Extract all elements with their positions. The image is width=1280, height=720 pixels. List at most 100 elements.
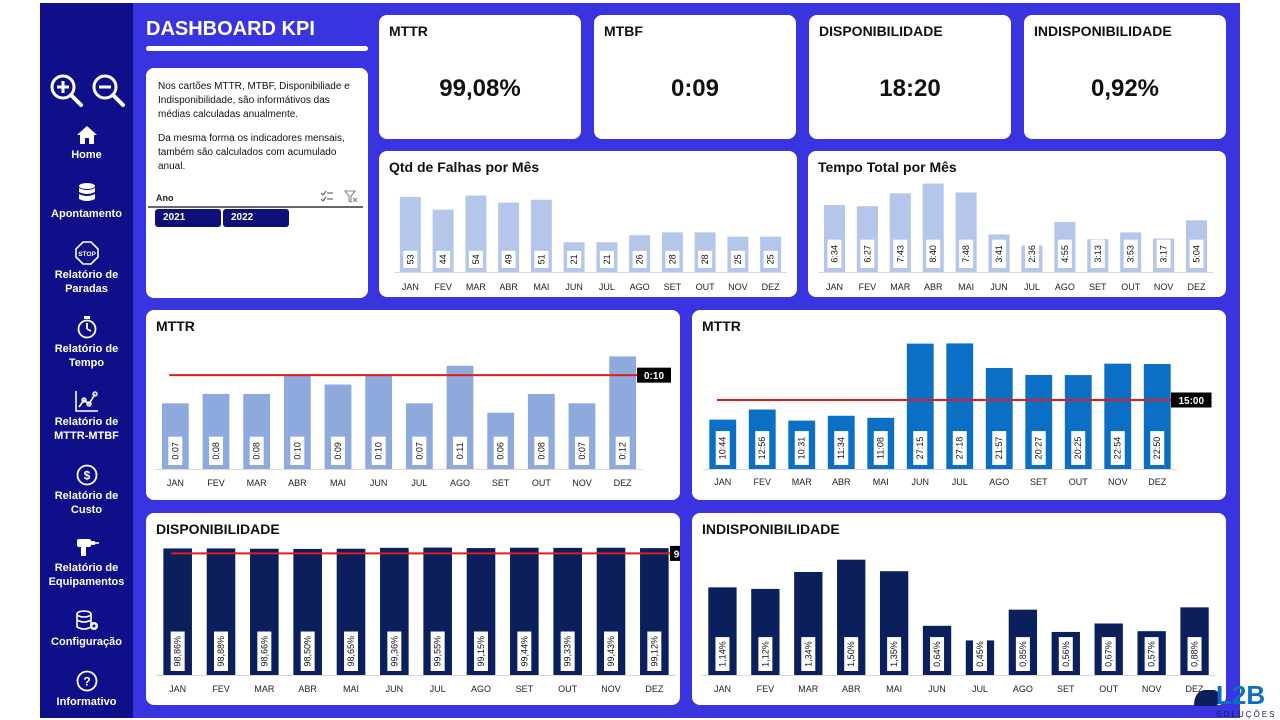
- data-label-box: [412, 436, 427, 465]
- category-label: NOV: [1108, 477, 1128, 487]
- zoom-out-icon[interactable]: [90, 72, 126, 108]
- nav-label-relatorio-paradas: Relatório de Paradas: [54, 269, 119, 295]
- logo-text: L2B: [1216, 680, 1265, 710]
- category-label: OUT: [1099, 684, 1119, 694]
- data-label-box: [1101, 637, 1116, 671]
- category-label: JUN: [565, 282, 583, 292]
- category-label: ABR: [288, 478, 307, 488]
- kpi-label: DISPONIBILIDADE: [819, 23, 943, 39]
- drill-icon: [76, 539, 99, 556]
- data-label-box: [930, 637, 945, 671]
- data-label-box: [715, 431, 730, 465]
- chart-card-falhas: Qtd de Falhas por Mês 53 JAN 44 FEV 54 MAR 49 A…: [379, 151, 797, 297]
- data-label: 0,57%: [1147, 641, 1157, 667]
- disponibilidade-chart: 98,86% JAN 98,88% FEV 98,66% MAR 98,50% ABR 98,6…: [156, 545, 680, 694]
- chart-card-indisponibilidade: INDISPONIBILIDADE 1,14% JAN 1,12% FEV 1,34% M…: [692, 513, 1226, 705]
- data-label: 27:15: [915, 437, 925, 460]
- data-label-box: [758, 637, 773, 671]
- indisponibilidade-chart: 1,14% JAN 1,12% FEV 1,34% MAR 1,50% ABR 1,35% MAI…: [701, 559, 1216, 694]
- data-label: 27:18: [955, 437, 965, 460]
- nav-home[interactable]: Home: [40, 125, 133, 162]
- category-label: DEZ: [614, 478, 633, 488]
- data-label-box: [887, 637, 902, 671]
- nav-relatorio-equipamentos[interactable]: Relatório de Equipamentos: [40, 536, 133, 589]
- chart-card-disponibilidade: DISPONIBILIDADE 98,86% JAN 98,88% FEV 98,66%…: [146, 513, 680, 705]
- data-label: 26: [635, 254, 645, 264]
- data-label: 99,12%: [649, 636, 659, 667]
- data-label: 20:25: [1073, 437, 1083, 460]
- category-label: SET: [1057, 684, 1075, 694]
- category-label: ABR: [499, 282, 518, 292]
- category-label: JAN: [169, 684, 186, 694]
- category-label: JUL: [1024, 282, 1040, 292]
- data-label-box: [632, 250, 647, 268]
- category-label: MAI: [533, 282, 549, 292]
- nav-relatorio-paradas[interactable]: STOP Relatório de Paradas: [40, 241, 133, 296]
- multi-select-icon[interactable]: [320, 190, 334, 204]
- data-label: 3:17: [1159, 245, 1169, 263]
- data-label-box: [959, 239, 974, 268]
- clear-filter-icon[interactable]: [344, 190, 358, 204]
- data-label: 49: [504, 254, 514, 264]
- data-label: 11:08: [876, 437, 886, 459]
- data-label-box: [952, 431, 967, 465]
- data-label: 28: [667, 254, 677, 264]
- kpi-label: INDISPONIBILIDADE: [1034, 23, 1172, 39]
- home-icon: [76, 126, 97, 144]
- data-label-box: [331, 436, 345, 465]
- target-label-box: [670, 545, 680, 561]
- data-label: 53: [405, 254, 415, 264]
- data-label-box: [715, 637, 730, 671]
- data-label: 0:08: [536, 442, 546, 460]
- category-label: AGO: [1055, 282, 1075, 292]
- data-label: 20:27: [1034, 437, 1044, 460]
- data-label-box: [430, 631, 445, 671]
- data-label-box: [300, 631, 315, 671]
- stopwatch-icon: [77, 316, 96, 339]
- data-label: 99,36%: [389, 636, 399, 667]
- zoom-in-icon[interactable]: [48, 72, 84, 108]
- data-label-box: [214, 631, 228, 671]
- category-label: NOV: [601, 684, 621, 694]
- nav-relatorio-tempo[interactable]: Relatório de Tempo: [40, 316, 133, 370]
- category-label: ABR: [298, 684, 317, 694]
- nav-label-relatorio-mttr-mtbf: Relatório de MTTR-MTBF: [54, 416, 119, 442]
- nav-label-relatorio-custo: Relatório de Custo: [54, 490, 119, 516]
- data-label-box: [1123, 239, 1138, 268]
- data-label: 21: [569, 254, 579, 264]
- data-label-box: [647, 631, 662, 671]
- nav-informativo[interactable]: ? Informativo: [40, 670, 133, 709]
- slicer-option-2021[interactable]: 2021: [155, 209, 221, 227]
- data-label-box: [972, 637, 987, 671]
- data-label-box: [604, 631, 618, 671]
- target-label: 15:00: [1178, 396, 1204, 407]
- data-label: 3:41: [994, 245, 1004, 263]
- data-label-box: [599, 250, 614, 268]
- nav-apontamento[interactable]: Apontamento: [40, 182, 133, 221]
- nav-configuracao[interactable]: Configuração: [40, 610, 133, 649]
- data-label-box: [763, 250, 778, 268]
- nav-label-informativo: Informativo: [56, 696, 117, 708]
- data-label-box: [992, 239, 1007, 268]
- falhas-chart: 53 JAN 44 FEV 54 MAR 49 ABR 51 MAI 21 JUN 21 JUL 26 AGO…: [394, 195, 787, 292]
- data-label-box: [371, 436, 386, 465]
- chart-title: DISPONIBILIDADE: [156, 521, 280, 537]
- nav-relatorio-mttr-mtbf[interactable]: Relatório de MTTR-MTBF: [40, 390, 133, 443]
- data-label-box: [534, 436, 549, 465]
- nav-relatorio-custo[interactable]: $ Relatório de Custo: [40, 464, 133, 517]
- data-label-box: [436, 250, 451, 268]
- slicer-option-2022[interactable]: 2022: [223, 209, 289, 227]
- svg-text:?: ?: [83, 675, 90, 689]
- chart-title: INDISPONIBILIDADE: [702, 521, 840, 537]
- info-paragraph-1: Nos cartões MTTR, MTBF, Disponibiliade e…: [158, 81, 350, 120]
- category-label: OUT: [1121, 282, 1141, 292]
- kpi-label: MTBF: [604, 23, 643, 39]
- category-label: NOV: [728, 282, 748, 292]
- data-label: 12:56: [757, 437, 767, 460]
- chart-title: Tempo Total por Mês: [818, 159, 957, 175]
- data-label-box: [387, 631, 402, 671]
- target-label: 0:10: [644, 371, 664, 382]
- category-label: MAI: [343, 684, 359, 694]
- chart-card-tempo: Tempo Total por Mês 6:34 JAN 6:27 FEV 7:43 MA…: [808, 151, 1226, 297]
- category-label: MAI: [873, 477, 889, 487]
